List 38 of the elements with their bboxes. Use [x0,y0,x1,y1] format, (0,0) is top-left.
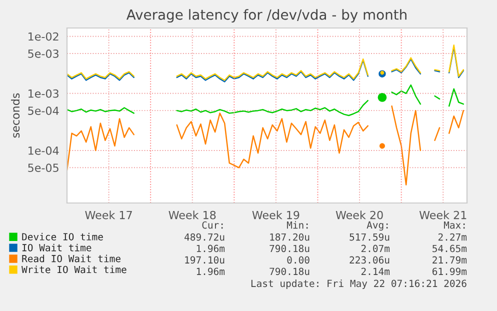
text: 2.27m [438,233,467,241]
y-tick-label: 5e-04 [28,106,59,115]
text: 790.18u [270,244,310,252]
text: Last update: Fri May 22 07:16:21 2026 [251,280,466,289]
text: 2.07m [361,244,390,252]
text: Avg: [366,221,388,231]
text: 197.10u [185,256,224,264]
text: 223.06u [350,256,390,264]
x-tick-label: Week 18 [168,210,216,220]
x-tick-label: Week 21 [419,210,466,220]
text: 187.20u [270,233,310,241]
x-tick-label: Week 17 [85,210,132,220]
text: Min: [286,221,308,229]
y-tick-label: 1e-02 [28,32,58,41]
text: 54.65m [432,244,467,252]
legend-label: Device IO time [22,232,103,240]
text: 21.79m [432,256,467,264]
text: 489.72u [184,233,224,241]
text: 790.18u [270,268,310,276]
y-tick-label: 5e-05 [28,164,58,172]
legend-label: Write IO Wait time [22,266,126,274]
y-tick-label: 5e-03 [28,49,58,58]
y-tick-label: 1e-04 [28,146,59,155]
x-tick-label: Week 19 [252,210,300,220]
text: 0.00 [287,256,310,264]
text: Cur: [202,221,223,229]
text: 517.59u [350,233,390,241]
legend-label: IO Wait time [22,244,92,252]
chart-title: Average latency for /dev/vda - by month [126,9,406,23]
text: 1.96m [196,268,225,276]
text: 1.96m [196,244,225,252]
text: 61.99m [432,268,467,276]
x-tick-label: Week 20 [336,210,383,220]
y-tick-label: 1e-03 [28,89,58,98]
text: 2.14m [361,268,390,275]
legend-label: Read IO Wait time [22,254,120,262]
y-axis-title: seconds [11,93,20,138]
text: Max: [444,221,465,229]
